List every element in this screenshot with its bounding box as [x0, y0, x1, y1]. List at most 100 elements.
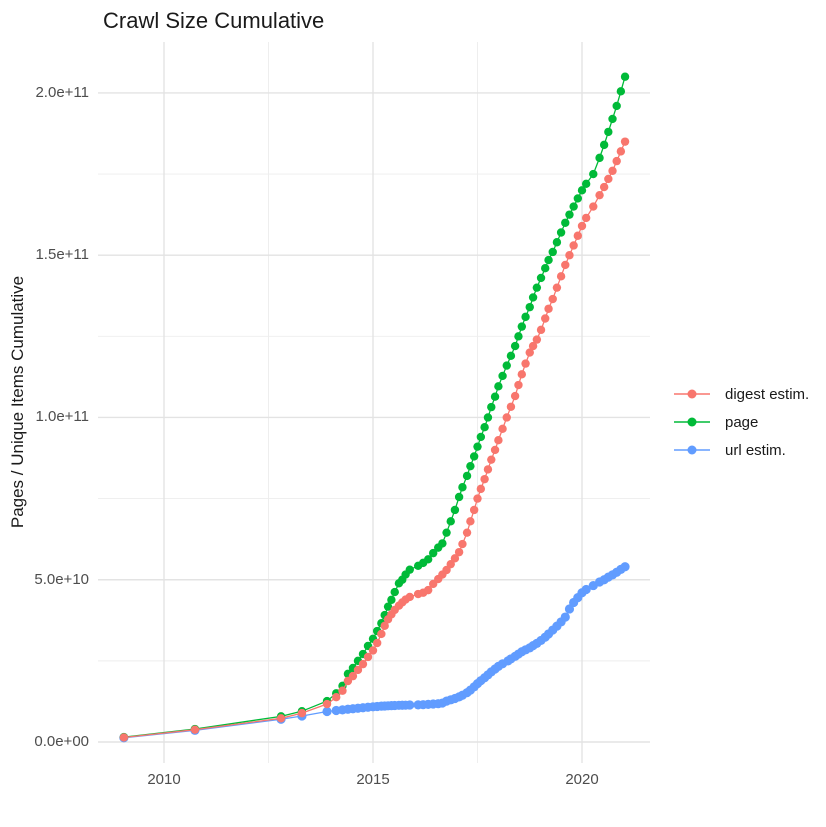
data-point [548, 294, 557, 304]
data-point [332, 693, 341, 702]
data-point [541, 314, 550, 323]
data-point [536, 325, 546, 335]
data-point [604, 174, 613, 184]
data-point [556, 228, 566, 237]
data-point [390, 587, 399, 597]
data-point [480, 474, 489, 484]
data-point [462, 528, 472, 537]
data-point [458, 483, 467, 492]
legend-key-icon [672, 384, 712, 404]
data-point [442, 565, 451, 575]
data-point [581, 213, 591, 223]
data-point [544, 255, 553, 265]
data-point [506, 351, 516, 361]
data-point [581, 179, 591, 189]
data-point [368, 646, 378, 655]
data-point [322, 699, 332, 709]
data-point [620, 137, 630, 146]
data-point [552, 283, 562, 292]
legend-item-label: digest estim. [725, 385, 810, 403]
data-point [589, 202, 598, 211]
data-point [532, 283, 542, 292]
data-point [423, 555, 433, 564]
data-point [510, 391, 520, 401]
data-point [377, 629, 386, 639]
data-point [469, 505, 479, 515]
data-point [494, 382, 503, 391]
y-tick-label: 0.0e+00 [34, 733, 89, 750]
data-point [476, 484, 486, 494]
data-point [544, 304, 553, 313]
data-point [494, 435, 503, 445]
data-point [446, 559, 455, 569]
data-point [487, 402, 496, 412]
data-point [450, 554, 460, 563]
data-point [552, 238, 562, 247]
data-point [476, 432, 486, 442]
data-point [454, 492, 464, 502]
data-point [498, 424, 507, 434]
data-point [353, 665, 363, 675]
data-point [604, 127, 613, 137]
data-point [405, 592, 414, 602]
data-point [565, 210, 574, 219]
data-point [322, 706, 332, 717]
data-point [458, 539, 467, 549]
data-point [438, 539, 447, 548]
data-point [560, 612, 570, 622]
data-point [620, 562, 630, 572]
data-point [528, 293, 538, 302]
data-point [616, 147, 626, 156]
legend-item-page: page [672, 408, 809, 436]
data-point [521, 359, 530, 368]
data-point [428, 548, 438, 558]
data-point [276, 714, 286, 723]
data-point [528, 341, 538, 351]
data-point [483, 465, 493, 474]
data-point [454, 547, 464, 557]
x-tick-label: 2010 [147, 771, 181, 788]
legend-key-icon [672, 440, 712, 460]
data-point [358, 659, 368, 669]
data-point [405, 700, 415, 710]
legend-item-label: page [725, 413, 759, 431]
data-point [577, 186, 587, 195]
data-point [348, 671, 358, 681]
data-point [442, 528, 451, 537]
legend-item-digest: digest estim. [672, 380, 809, 408]
data-point [608, 114, 617, 124]
data-point [466, 517, 475, 526]
legend-item-label: url estim. [725, 441, 786, 459]
chart-title: Crawl Size Cumulative [103, 8, 325, 33]
data-point [387, 595, 396, 605]
legend-key-icon [672, 412, 712, 432]
data-point [190, 725, 200, 734]
data-point [480, 423, 489, 432]
data-point [487, 455, 496, 464]
data-point [514, 332, 523, 341]
data-point [561, 260, 570, 270]
legend: digest estim. page url estim. [672, 380, 809, 464]
data-point [595, 153, 604, 163]
x-tick-label: 2015 [356, 771, 390, 788]
data-point [498, 371, 507, 381]
data-point [589, 169, 598, 179]
data-point [483, 413, 493, 422]
data-point [569, 241, 578, 250]
data-point [405, 565, 414, 574]
data-point [577, 221, 587, 231]
data-point [573, 194, 583, 203]
y-tick-label: 1.5e+11 [35, 246, 89, 263]
data-point [383, 602, 393, 611]
data-point [469, 452, 479, 461]
data-point [517, 322, 527, 331]
data-point [620, 72, 630, 81]
data-point [473, 442, 482, 451]
data-point [502, 413, 511, 422]
data-point [506, 402, 516, 411]
data-point [380, 621, 389, 631]
x-tick-label: 2020 [565, 771, 599, 788]
data-point [616, 87, 626, 96]
